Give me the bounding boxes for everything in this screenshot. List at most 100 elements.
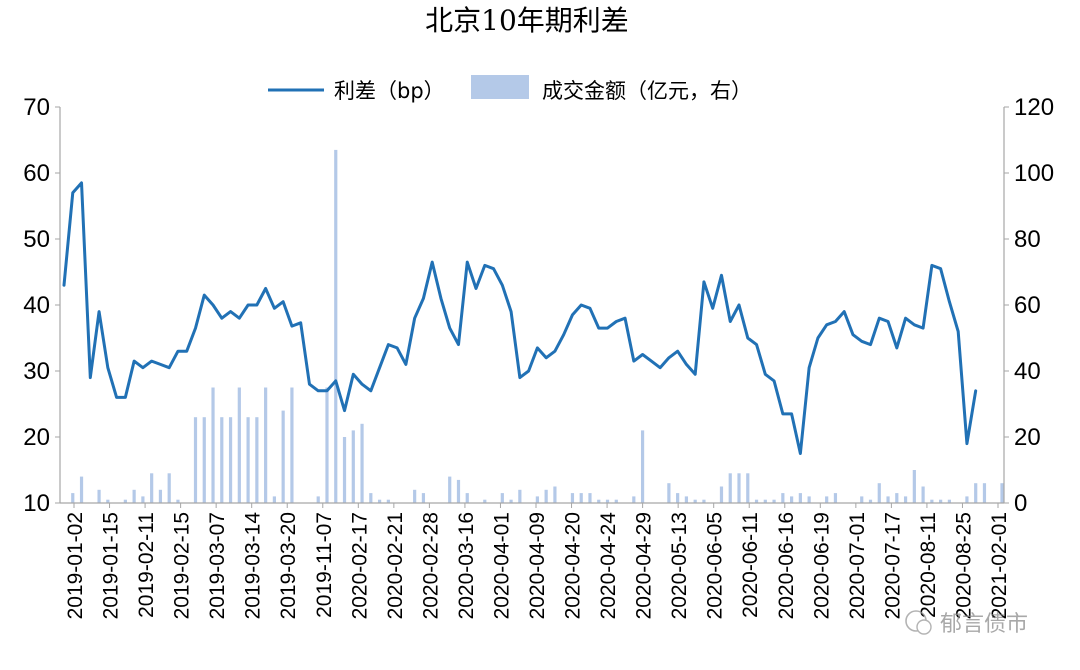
volume-bar xyxy=(509,499,513,503)
x-tick-label: 2019-02-11 xyxy=(135,512,158,618)
volume-bar xyxy=(360,423,364,503)
x-tick-label: 2020-04-20 xyxy=(562,512,585,619)
x-tick-label: 2020-07-17 xyxy=(881,512,904,619)
volume-bar xyxy=(825,496,829,503)
volume-bar xyxy=(746,473,750,503)
volume-bar xyxy=(500,493,504,503)
y-right-tick-label: 0 xyxy=(1014,490,1027,517)
volume-bar xyxy=(553,486,557,503)
volume-bar xyxy=(220,417,224,503)
volume-bar xyxy=(518,489,522,503)
x-tick-label: 2020-04-01 xyxy=(490,512,513,619)
y-right-tick-label: 100 xyxy=(1014,160,1054,187)
volume-bar xyxy=(579,493,583,503)
volume-bar xyxy=(106,499,110,503)
x-tick-label: 2020-06-11 xyxy=(739,512,762,618)
wechat-icon-inner xyxy=(916,619,932,635)
volume-bar xyxy=(886,496,890,503)
volume-bar xyxy=(895,493,899,503)
volume-bar xyxy=(97,489,101,503)
volume-bar xyxy=(369,493,373,503)
volume-bar xyxy=(693,499,697,503)
volume-bar xyxy=(772,499,776,503)
watermark-text: 郁言债市 xyxy=(940,612,1028,637)
y-left-ticks: 10 20 30 40 50 60 70 xyxy=(23,94,60,517)
volume-bar xyxy=(614,499,618,503)
volume-bar xyxy=(535,496,539,503)
volume-bar xyxy=(877,483,881,503)
y-left-tick-label: 60 xyxy=(23,160,50,187)
x-tick-label: 2020-04-09 xyxy=(526,512,549,619)
volume-bar xyxy=(570,493,575,503)
y-left-tick-label: 10 xyxy=(23,490,50,517)
volume-bar xyxy=(588,493,592,503)
volume-bar xyxy=(465,493,469,503)
volume-bar xyxy=(413,489,417,503)
volume-bar xyxy=(676,493,680,503)
volume-bar xyxy=(684,496,689,503)
x-tick-label: 2019-01-15 xyxy=(100,512,123,619)
y-right-tick-label: 120 xyxy=(1014,94,1054,121)
x-ticks: 2019-01-02 2019-01-15 2019-02-11 2019-02-15… xyxy=(64,503,1011,619)
x-tick-label: 2019-11-07 xyxy=(313,512,336,618)
x-tick-label: 2020-02-28 xyxy=(419,512,442,619)
x-tick-label: 2019-03-20 xyxy=(277,512,300,619)
line-series xyxy=(62,181,978,455)
watermark: 郁言债市 xyxy=(905,610,1028,637)
x-tick-label: 2019-03-14 xyxy=(242,512,265,620)
bar-series xyxy=(71,149,1004,503)
volume-bar xyxy=(939,499,943,503)
volume-bar xyxy=(790,496,794,503)
volume-bar xyxy=(79,476,84,503)
y-right-tick-label: 20 xyxy=(1014,424,1041,451)
x-tick-label: 2020-08-11 xyxy=(917,512,940,618)
volume-bar xyxy=(334,149,338,503)
volume-bar xyxy=(123,499,127,503)
x-tick-label: 2020-06-05 xyxy=(704,512,727,619)
x-tick-label: 2019-02-15 xyxy=(171,512,194,619)
volume-bar xyxy=(754,499,759,503)
volume-bar xyxy=(737,473,741,503)
volume-bar xyxy=(912,470,916,503)
volume-bar xyxy=(597,499,601,503)
volume-bar xyxy=(632,496,636,503)
volume-bar xyxy=(132,489,136,503)
x-tick-label: 2020-06-16 xyxy=(775,512,798,619)
x-tick-label: 2019-01-02 xyxy=(64,512,87,619)
volume-bar xyxy=(483,499,487,503)
volume-bar xyxy=(930,499,934,503)
x-tick-label: 2020-02-21 xyxy=(384,512,407,619)
volume-bar xyxy=(833,493,838,503)
volume-bar xyxy=(211,387,215,503)
volume-bar xyxy=(167,473,171,503)
legend-bar-swatch xyxy=(471,75,529,99)
y-right-tick-label: 40 xyxy=(1014,358,1041,385)
volume-bar xyxy=(342,437,347,503)
volume-bar xyxy=(947,499,951,503)
x-tick-label: 2020-07-01 xyxy=(846,512,869,619)
volume-bar xyxy=(351,430,355,503)
volume-bar xyxy=(860,496,864,503)
chart-title: 北京10年期利差 xyxy=(425,4,629,37)
volume-bar xyxy=(640,430,645,503)
volume-bar xyxy=(71,493,75,503)
volume-bar xyxy=(763,499,767,503)
x-tick-label: 2021-02-01 xyxy=(988,512,1011,619)
volume-bar xyxy=(807,496,811,503)
volume-bar xyxy=(264,387,268,503)
y-left-tick-label: 40 xyxy=(23,292,50,319)
volume-bar xyxy=(228,417,233,503)
y-right-tick-label: 80 xyxy=(1014,226,1041,253)
volume-bar xyxy=(982,483,987,503)
legend: 利差（bp） 成交金额（亿元，右） xyxy=(268,75,752,103)
volume-bar xyxy=(903,496,908,503)
volume-bar xyxy=(193,417,198,503)
volume-bar xyxy=(1000,483,1004,503)
volume-bar xyxy=(798,493,802,503)
volume-bar xyxy=(377,499,382,503)
y-left-tick-label: 20 xyxy=(23,424,50,451)
volume-bar xyxy=(290,387,294,503)
volume-bar xyxy=(237,387,241,503)
volume-bar xyxy=(868,499,873,503)
